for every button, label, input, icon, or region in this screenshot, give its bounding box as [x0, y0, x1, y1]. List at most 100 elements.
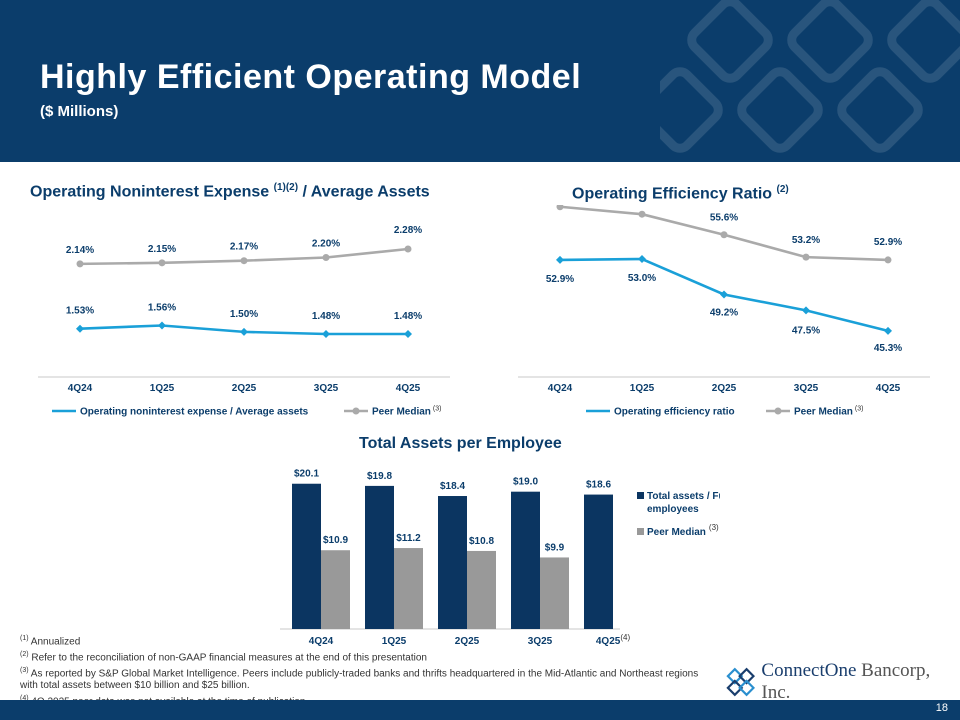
- legend-label: Peer Median (3): [372, 406, 441, 418]
- data-label: 55.6%: [710, 213, 738, 224]
- x-tick-label: 2Q25: [455, 636, 480, 647]
- data-point: [76, 324, 84, 333]
- data-label: 53.2%: [792, 235, 820, 246]
- data-point: [638, 210, 646, 218]
- data-point: [884, 256, 892, 264]
- x-tick-label: 4Q25: [396, 383, 421, 394]
- data-label: 1.56%: [148, 303, 176, 314]
- data-label: 53.0%: [628, 273, 656, 284]
- data-point: [404, 330, 412, 338]
- legend-label: Operating efficiency ratio: [614, 407, 735, 418]
- data-point: [404, 245, 412, 253]
- data-label: $19.0: [513, 477, 538, 488]
- footnote-3: (3) As reported by S&P Global Market Int…: [20, 666, 699, 692]
- connectone-logo-icon: [726, 667, 756, 697]
- legend-swatch: [637, 528, 644, 535]
- legend-label: Operating noninterest expense / Average …: [80, 407, 309, 418]
- data-label: 2.28%: [394, 225, 422, 236]
- x-tick-label: 3Q25: [528, 636, 553, 647]
- x-tick-label: 3Q25: [314, 383, 339, 394]
- data-point: [322, 330, 330, 338]
- legend-label: Total assets / Full time: [647, 491, 720, 502]
- x-tick-label: 1Q25: [150, 383, 175, 394]
- x-tick-label: 2Q25: [712, 383, 737, 394]
- x-tick-label: 4Q24: [309, 636, 334, 647]
- x-tick-label: 3Q25: [794, 383, 819, 394]
- bar: [394, 548, 423, 629]
- legend-label: Peer Median (3): [794, 406, 863, 418]
- bar: [292, 483, 321, 629]
- data-label: $11.2: [396, 533, 421, 544]
- data-label: 49.2%: [710, 307, 738, 318]
- bar: [511, 491, 540, 629]
- data-point: [884, 326, 892, 335]
- diamond-pattern-icon: [660, 0, 960, 153]
- x-tick-label: 4Q25: [876, 383, 901, 394]
- data-label: $10.9: [323, 535, 348, 546]
- data-label: 52.9%: [546, 274, 574, 285]
- legend-swatch: [637, 492, 644, 499]
- data-label: $10.8: [469, 536, 494, 547]
- data-label: 2.15%: [148, 244, 176, 255]
- data-point: [158, 259, 166, 267]
- data-point: [556, 255, 564, 264]
- noninterest-chart-title: Operating Noninterest Expense (1)(2) / A…: [30, 182, 430, 201]
- data-point: [638, 255, 646, 263]
- data-point: [802, 306, 810, 315]
- x-tick-label: 2Q25: [232, 383, 257, 394]
- data-label: $18.4: [440, 481, 465, 492]
- data-point: [720, 231, 728, 239]
- company-logo: ConnectOne Bancorp, Inc.: [726, 660, 960, 704]
- bar: [584, 494, 613, 629]
- data-point: [556, 205, 564, 211]
- footnotes: (1) Annualized (2) Refer to the reconcil…: [20, 633, 710, 709]
- logo-text: ConnectOne Bancorp, Inc.: [761, 660, 931, 703]
- data-label: $20.1: [294, 469, 319, 480]
- data-point: [240, 327, 248, 336]
- data-label: 2.17%: [230, 242, 258, 253]
- data-label: 52.9%: [874, 237, 902, 248]
- legend-marker: [774, 407, 782, 415]
- data-point: [240, 257, 248, 265]
- assets-chart-title: Total Assets per Employee: [359, 435, 562, 452]
- bar: [438, 496, 467, 629]
- data-label: 1.48%: [394, 311, 422, 322]
- bar: [365, 485, 394, 629]
- page-title: Highly Efficient Operating Model: [40, 58, 582, 96]
- header-banner: Highly Efficient Operating Model ($ Mill…: [0, 0, 960, 162]
- footer-bar: 18: [0, 700, 960, 720]
- data-label: $18.6: [586, 480, 611, 491]
- bar: [321, 550, 350, 629]
- x-tick-label: 1Q25: [382, 636, 407, 647]
- page-number: 18: [935, 702, 948, 714]
- bar: [467, 550, 496, 629]
- efficiency-ratio-chart: 4Q24 1Q25 2Q25 3Q25 4Q25 52.9% 53.0% 49.2% 47.5%…: [518, 205, 930, 418]
- data-label: 47.5%: [792, 325, 820, 336]
- x-tick-label: 4Q24: [68, 383, 93, 394]
- data-label: 1.53%: [66, 306, 94, 317]
- data-point: [158, 321, 166, 330]
- data-label: 2.20%: [312, 239, 340, 250]
- page-subtitle: ($ Millions): [40, 103, 119, 120]
- data-label: $19.8: [367, 471, 392, 482]
- data-label: 1.48%: [312, 311, 340, 322]
- data-point: [802, 253, 810, 261]
- data-point: [322, 254, 330, 261]
- legend-marker: [352, 407, 360, 415]
- bar: [540, 557, 569, 629]
- legend-label: Peer Median (3): [647, 523, 719, 538]
- data-label: 2.14%: [66, 245, 94, 256]
- legend-label: employees: [647, 504, 699, 515]
- data-label: 1.50%: [230, 309, 258, 320]
- assets-per-employee-chart: 4Q24 1Q25 2Q25 3Q25 4Q25(4)$20.1 $19.8$18.4 $1…: [280, 469, 720, 647]
- x-tick-label: 1Q25: [630, 383, 655, 394]
- footnote-2: (2) Refer to the reconciliation of non-G…: [20, 650, 427, 664]
- data-point: [720, 290, 728, 299]
- footnote-1: (1) Annualized: [20, 635, 81, 648]
- data-point: [76, 260, 84, 268]
- x-tick-label: 4Q24: [548, 383, 573, 394]
- noninterest-expense-chart: 4Q24 1Q25 2Q25 3Q25 4Q25 1.53% 1.56% 1.50% 1.48%…: [38, 225, 450, 418]
- data-label: $9.9: [545, 542, 565, 553]
- data-label: 45.3%: [874, 343, 902, 354]
- efficiency-chart-title: Operating Efficiency Ratio (2): [572, 184, 789, 203]
